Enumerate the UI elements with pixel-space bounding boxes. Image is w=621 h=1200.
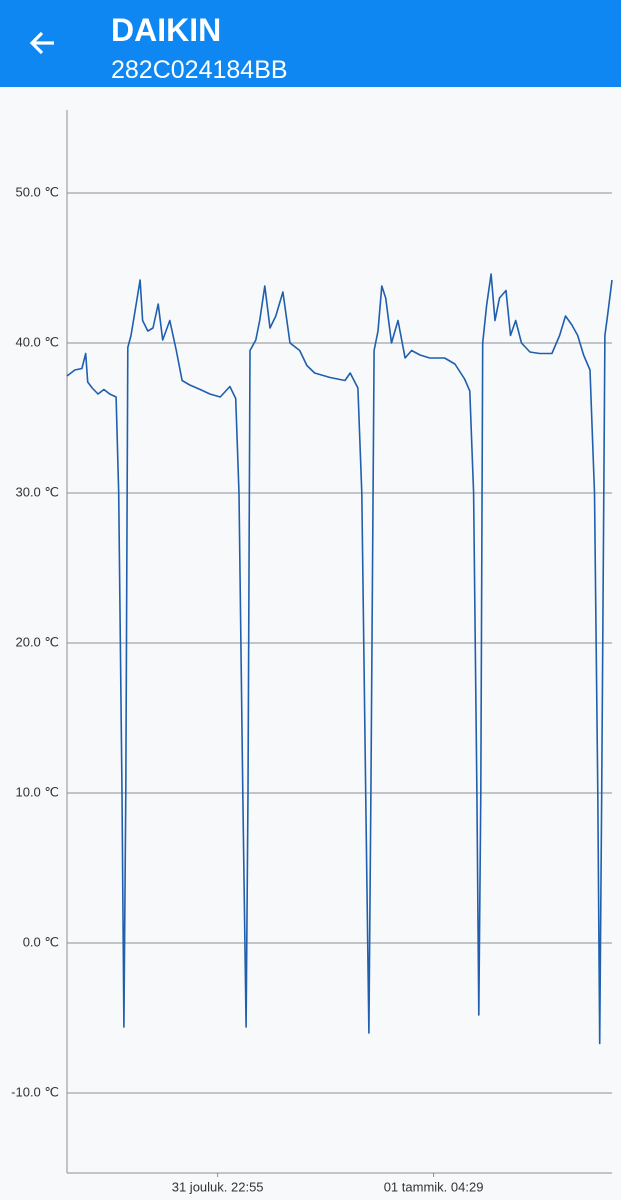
x-tick-label: 31 jouluk. 22:55 — [172, 1179, 264, 1194]
y-tick-label: 10.0 ℃ — [15, 784, 59, 799]
subtitle: 282C024184BB — [111, 56, 288, 84]
y-tick-label: 20.0 ℃ — [15, 634, 59, 649]
temperature-line — [66, 273, 613, 1045]
y-tick-label: 50.0 ℃ — [15, 184, 59, 199]
app-bar: DAIKIN 282C024184BB — [0, 0, 621, 87]
y-tick-label: 0.0 ℃ — [23, 934, 59, 949]
x-tick-label: 01 tammik. 04:29 — [384, 1179, 484, 1194]
y-tick-label: 30.0 ℃ — [15, 484, 59, 499]
y-tick-label: 40.0 ℃ — [15, 334, 59, 349]
title: DAIKIN — [111, 12, 222, 48]
back-button[interactable] — [28, 28, 58, 58]
y-tick-label: -10.0 ℃ — [11, 1084, 59, 1099]
